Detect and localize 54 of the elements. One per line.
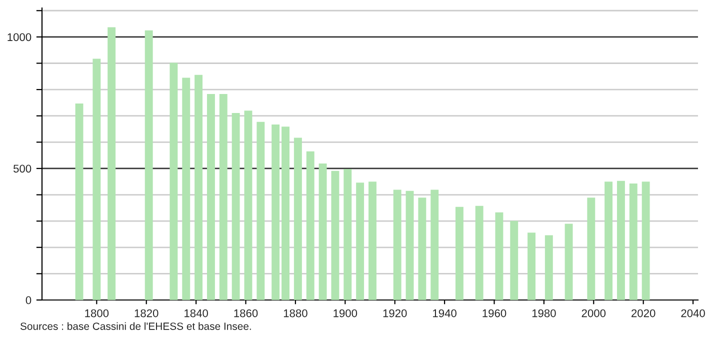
x-tick-label: 1960: [482, 309, 506, 318]
bar: [318, 163, 327, 300]
bar: [564, 224, 573, 300]
y-tick-label: 1000: [8, 33, 32, 42]
bar: [144, 30, 153, 300]
bar: [368, 182, 376, 300]
x-tick-label: 2040: [681, 309, 705, 318]
y-tick-label: 500: [13, 164, 32, 173]
y-tick-label: 0: [26, 296, 32, 304]
x-tick-label: 1840: [184, 309, 208, 318]
bar: [182, 78, 190, 300]
bar: [75, 103, 84, 300]
bar: [604, 182, 613, 300]
bar: [510, 220, 518, 300]
bar: [587, 198, 596, 300]
bar: [528, 232, 536, 300]
bar: [393, 190, 402, 300]
bar: [219, 94, 228, 300]
bar: [294, 138, 302, 300]
bar: [642, 182, 650, 300]
x-tick-label: 2020: [632, 309, 656, 318]
bar: [256, 122, 265, 300]
x-tick-label: 1820: [134, 309, 158, 318]
bar: [495, 212, 504, 300]
bar: [455, 206, 464, 300]
bar: [170, 62, 178, 300]
bar: [406, 190, 414, 300]
bar: [108, 27, 116, 300]
bar: [194, 74, 203, 300]
bar: [544, 235, 553, 300]
source-note: Sources : base Cassini de l'EHESS et base Insee.: [20, 322, 251, 330]
x-tick-label: 1940: [433, 309, 456, 318]
x-tick-label: 1800: [85, 309, 109, 318]
bar: [616, 180, 625, 300]
x-tick-label: 1980: [532, 309, 556, 318]
bar: [430, 190, 439, 300]
bar: [92, 58, 101, 300]
bar: [475, 206, 484, 300]
bar: [344, 168, 352, 300]
x-tick-label: 1860: [234, 309, 258, 318]
bar: [306, 151, 314, 300]
x-tick-label: 1900: [334, 309, 358, 318]
bar: [282, 126, 290, 300]
bar: [232, 112, 240, 300]
x-tick-label: 1920: [383, 309, 407, 318]
bar: [418, 198, 426, 300]
bar: [272, 124, 280, 300]
bar: [629, 183, 638, 300]
bar: [244, 110, 252, 300]
bar: [356, 182, 364, 300]
x-tick-label: 2000: [582, 309, 606, 318]
bar: [331, 170, 340, 300]
bar: [206, 94, 215, 300]
x-tick-label: 1880: [284, 309, 308, 318]
